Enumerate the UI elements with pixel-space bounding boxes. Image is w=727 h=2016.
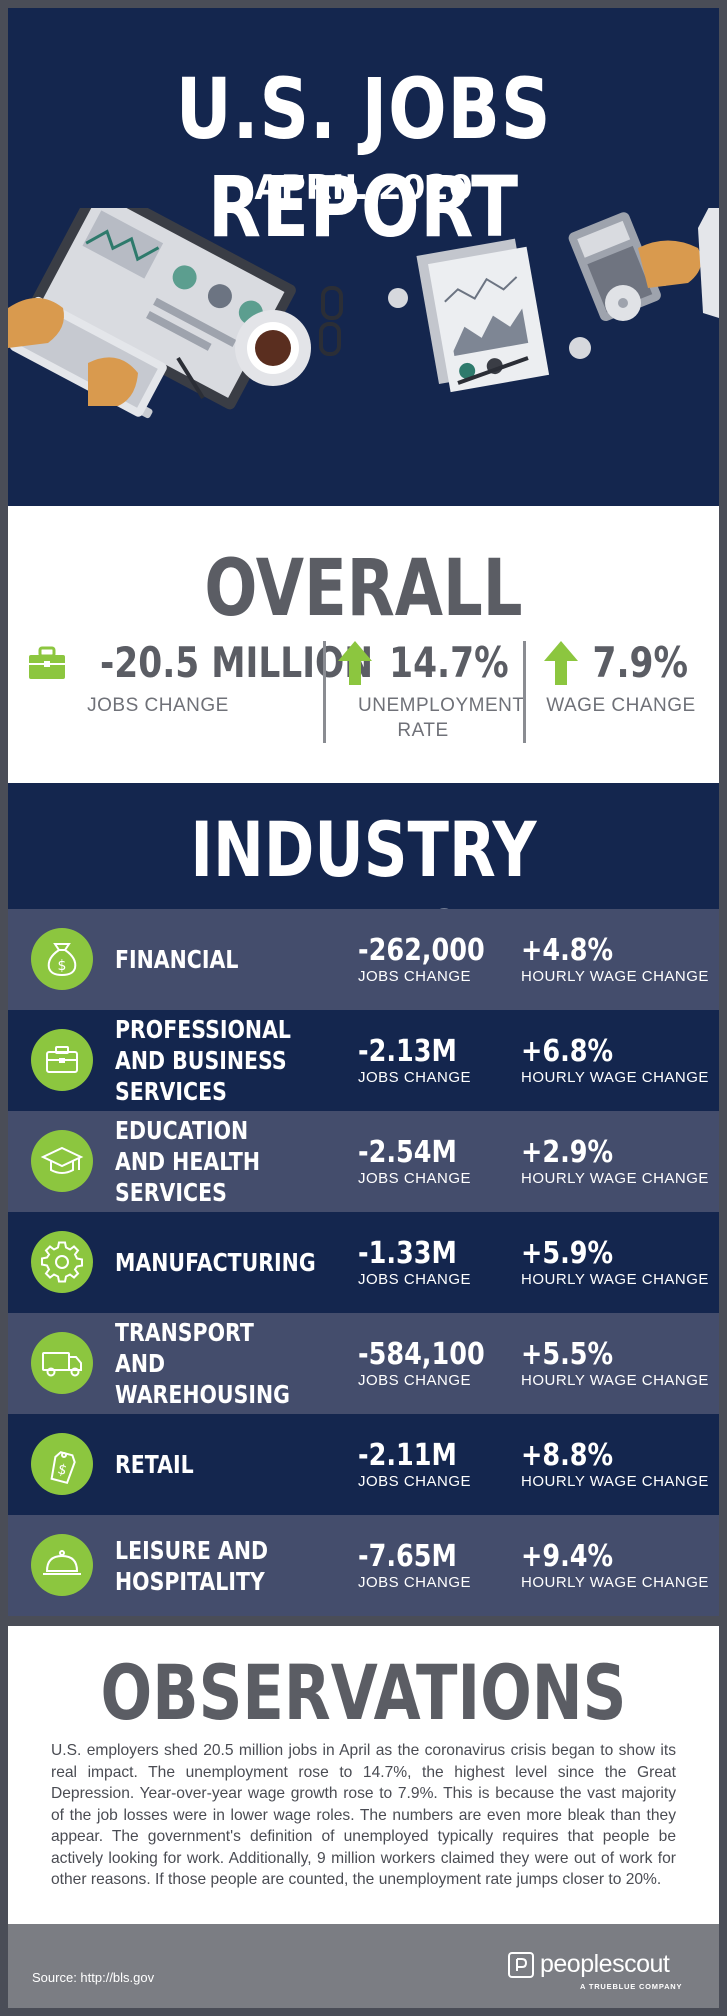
price-tag-icon: $ — [31, 1433, 93, 1495]
stat-value: 7.9% — [592, 638, 688, 687]
industry-list: $ FINANCIAL -262,000 JOBS CHANGE +4.8% H… — [8, 909, 719, 1616]
industry-name: PROFESSIONAL AND BUSINESS SERVICES — [115, 1015, 291, 1106]
stat-jobs-change: -20.5 MILLION JOBS CHANGE — [28, 638, 374, 718]
stat-unemployment-rate: 14.7% UNEMPLOYMENT RATE — [338, 638, 525, 743]
wage-change-label: HOURLY WAGE CHANGE — [521, 1372, 709, 1389]
wage-change-label: HOURLY WAGE CHANGE — [521, 968, 709, 985]
wage-change-value: +8.8% — [521, 1438, 614, 1473]
industry-row-transport: TRANSPORT AND WAREHOUSING -584,100 JOBS … — [8, 1313, 719, 1414]
gear-icon — [31, 1231, 93, 1293]
industry-row-leisure: LEISURE AND HOSPITALITY -7.65M JOBS CHAN… — [8, 1515, 719, 1616]
divider — [523, 641, 526, 743]
jobs-change-label: JOBS CHANGE — [358, 1170, 472, 1187]
peoplescout-logo: peoplescout A TRUEBLUE COMPANY — [508, 1950, 698, 1996]
industry-row-financial: $ FINANCIAL -262,000 JOBS CHANGE +4.8% H… — [8, 909, 719, 1010]
industry-row-education: EDUCATION AND HEALTH SERVICES -2.54M JOB… — [8, 1111, 719, 1212]
wage-change-label: HOURLY WAGE CHANGE — [521, 1069, 709, 1086]
cloche-icon — [31, 1534, 93, 1596]
svg-text:$: $ — [58, 958, 67, 974]
observations-text: U.S. employers shed 20.5 million jobs in… — [51, 1742, 676, 1888]
jobs-change-value: -7.65M — [358, 1539, 457, 1574]
page-title: U.S. JOBS REPORT — [175, 60, 552, 256]
wage-change-label: HOURLY WAGE CHANGE — [521, 1473, 709, 1490]
wage-change-label: HOURLY WAGE CHANGE — [521, 1271, 709, 1288]
divider — [323, 641, 326, 743]
jobs-change-label: JOBS CHANGE — [358, 968, 472, 985]
industry-name: FINANCIAL — [115, 945, 239, 974]
wage-change-value: +5.5% — [521, 1337, 614, 1372]
wage-change-value: +9.4% — [521, 1539, 614, 1574]
logo-tagline: A TRUEBLUE COMPANY — [580, 1982, 683, 1991]
stat-value: 14.7% — [389, 638, 510, 687]
graduation-cap-icon — [31, 1130, 93, 1192]
desk-illustration — [8, 208, 719, 419]
page-subtitle: APRIL 2020 — [254, 168, 473, 208]
overall-section: OVERALL -20.5 MILLION JOBS CHANGE 14.7% — [8, 506, 719, 783]
observations-section: OBSERVATIONS U.S. employers shed 20.5 mi… — [8, 1626, 719, 1924]
jobs-change-value: -262,000 — [358, 933, 485, 968]
jobs-change-value: -2.11M — [358, 1438, 457, 1473]
footer: Source: http://bls.gov peoplescout A TRU… — [8, 1924, 719, 2008]
stat-label: WAGE CHANGE — [546, 695, 696, 716]
wage-change-value: +2.9% — [521, 1135, 614, 1170]
wage-change-label: HOURLY WAGE CHANGE — [521, 1574, 709, 1591]
industry-header: INDUSTRY BREAKDOWN — [8, 783, 719, 983]
wage-change-value: +5.9% — [521, 1236, 614, 1271]
jobs-change-label: JOBS CHANGE — [358, 1271, 472, 1288]
source-link[interactable]: Source: http://bls.gov — [32, 1970, 155, 1985]
briefcase-icon — [31, 1029, 93, 1091]
jobs-change-label: JOBS CHANGE — [358, 1574, 472, 1591]
observations-title: OBSERVATIONS — [100, 1648, 627, 1737]
briefcase-icon — [29, 646, 65, 679]
jobs-change-label: JOBS CHANGE — [358, 1372, 472, 1389]
industry-name: LEISURE AND HOSPITALITY — [115, 1535, 269, 1596]
overall-title: OVERALL — [204, 544, 523, 634]
wage-change-value: +4.8% — [521, 933, 614, 968]
industry-name: MANUFACTURING — [115, 1248, 316, 1277]
industry-name: TRANSPORT AND WAREHOUSING — [115, 1318, 290, 1409]
industry-name: EDUCATION AND HEALTH SERVICES — [115, 1116, 261, 1207]
jobs-change-label: JOBS CHANGE — [358, 1473, 472, 1490]
stat-value: -20.5 MILLION — [100, 638, 374, 687]
truck-icon — [31, 1332, 93, 1394]
stat-label: JOBS CHANGE — [87, 695, 229, 716]
hero-section: U.S. JOBS REPORT APRIL 2020 — [8, 8, 719, 506]
jobs-change-label: JOBS CHANGE — [358, 1069, 472, 1086]
jobs-change-value: -1.33M — [358, 1236, 457, 1271]
industry-row-retail: $ RETAIL -2.11M JOBS CHANGE +8.8% HOURLY… — [8, 1414, 719, 1515]
industry-row-professional: PROFESSIONAL AND BUSINESS SERVICES -2.13… — [8, 1010, 719, 1111]
arrow-up-icon — [338, 640, 372, 685]
logo-mark-icon — [508, 1952, 534, 1978]
logo-wordmark: peoplescout — [540, 1950, 670, 1978]
money-bag-icon: $ — [31, 928, 93, 990]
industry-name: RETAIL — [115, 1450, 194, 1479]
stat-wage-change: 7.9% WAGE CHANGE — [536, 638, 706, 718]
wage-change-value: +6.8% — [521, 1034, 614, 1069]
arrow-up-icon — [543, 640, 578, 685]
jobs-change-value: -2.54M — [358, 1135, 457, 1170]
wage-change-label: HOURLY WAGE CHANGE — [521, 1170, 709, 1187]
jobs-change-value: -584,100 — [358, 1337, 485, 1372]
jobs-change-value: -2.13M — [358, 1034, 457, 1069]
svg-text:$: $ — [56, 1461, 69, 1479]
stat-label: UNEMPLOYMENT RATE — [358, 695, 525, 741]
industry-row-manufacturing: MANUFACTURING -1.33M JOBS CHANGE +5.9% H… — [8, 1212, 719, 1313]
